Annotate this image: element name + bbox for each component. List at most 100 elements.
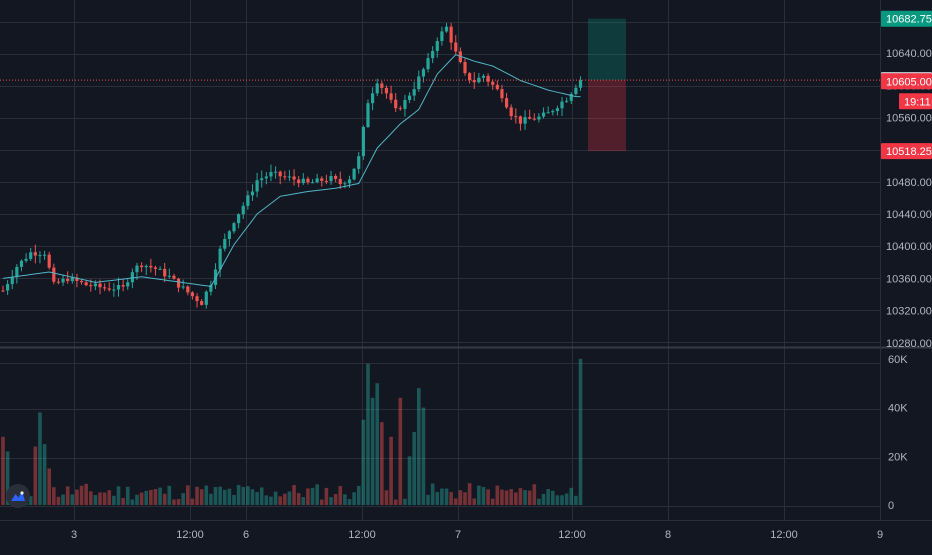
candle-body [227, 231, 231, 239]
candle-body [324, 180, 328, 182]
volume-bar [250, 489, 255, 505]
candle-body [463, 62, 467, 74]
time-tick-label: 3 [71, 529, 77, 541]
volume-bar [458, 490, 463, 505]
candle-body [292, 176, 296, 180]
candle-body [338, 178, 342, 184]
volume-bar [555, 495, 560, 505]
candle-body [283, 176, 287, 178]
volume-bar [84, 483, 88, 505]
volume-bar [541, 493, 546, 505]
candle-body [541, 112, 546, 117]
candle-body [537, 116, 541, 120]
candle-body [565, 100, 569, 102]
volume-axis[interactable]: 60K 40K 20K 0 [888, 354, 908, 512]
volume-bar [121, 498, 125, 505]
candle-body [186, 286, 190, 293]
tradingview-logo-icon[interactable] [6, 484, 30, 508]
volume-bar [107, 490, 112, 505]
time-tick-label: 8 [665, 529, 671, 541]
candle-body [1, 290, 5, 292]
price-axis[interactable]: 10640.0010600.0010560.0010480.0010440.00… [886, 48, 932, 350]
candle-body [444, 26, 449, 32]
candle-body [33, 252, 37, 256]
candle-body [481, 75, 486, 78]
countdown-tag [899, 93, 932, 110]
candle-body [347, 179, 352, 184]
candle-body [361, 126, 365, 157]
candle-body [528, 117, 532, 119]
candle-body [329, 176, 333, 182]
volume-bar [149, 489, 153, 505]
candle-body [301, 178, 305, 184]
volume-bar [139, 492, 144, 505]
candle-body [394, 99, 398, 109]
volume-bar [370, 397, 375, 505]
candle-body [98, 283, 102, 288]
volume-bar [241, 487, 246, 505]
candle-body [56, 281, 61, 283]
volume-bar [356, 485, 361, 505]
candle-body [320, 178, 324, 181]
volume-bar [564, 493, 569, 505]
price-label-tag [881, 73, 932, 90]
volume-bar [222, 489, 227, 505]
volume-bar [135, 494, 139, 505]
candle-body [19, 260, 24, 267]
volume-bar [283, 493, 287, 505]
time-axis[interactable]: 3 12:00 6 12:00 7 12:00 8 12:00 9 [71, 529, 883, 541]
price-tick-label: 10480.00 [886, 177, 932, 189]
candle-body [52, 267, 56, 282]
candle-body [375, 83, 379, 94]
candle-body [431, 50, 435, 59]
volume-bar [495, 485, 500, 505]
volume-bar [550, 490, 555, 505]
candle-body [421, 69, 426, 77]
candle-body [42, 254, 47, 256]
volume-bar [236, 485, 241, 505]
time-tick-label: 9 [877, 529, 883, 541]
candle-body [504, 98, 509, 108]
volume-bar [98, 492, 102, 505]
candle-body [163, 268, 167, 277]
volume-bar [537, 498, 541, 505]
moving-average-line [2, 54, 581, 288]
volume-bar [375, 383, 380, 505]
candle-body [407, 95, 412, 100]
price-tick-label: 10320.00 [886, 306, 932, 318]
candle-body [426, 58, 430, 70]
volume-bar [366, 363, 370, 505]
stop-loss-zone[interactable] [588, 80, 626, 152]
time-tick-label: 12:00 [176, 529, 204, 541]
volume-bar [213, 487, 218, 505]
time-tick-label: 12:00 [770, 529, 798, 541]
volume-bar [361, 419, 366, 505]
candle-body [241, 205, 245, 215]
candle-body [380, 83, 384, 88]
volume-bar [33, 446, 38, 505]
candle-body [47, 254, 51, 268]
volume-bar [306, 488, 310, 505]
position-tool[interactable] [588, 18, 626, 152]
volume-bar [403, 498, 407, 505]
volume-bar [435, 491, 440, 505]
candle-body [532, 118, 536, 120]
volume-bar [28, 496, 33, 505]
volume-bar [532, 484, 537, 505]
candle-body [315, 178, 319, 183]
price-tick-label: 10640.00 [886, 48, 932, 60]
volume-bar [204, 485, 209, 505]
candle-body [84, 282, 88, 286]
volume-bar [504, 490, 509, 505]
take-profit-zone[interactable] [588, 18, 626, 81]
volume-bar [453, 498, 458, 505]
volume-bar [75, 489, 79, 505]
candle-body [112, 289, 116, 291]
volume-bar [301, 497, 306, 505]
candle-body [334, 176, 338, 179]
volume-bar [5, 451, 10, 505]
volume-bar [176, 499, 181, 505]
volume-bar [352, 492, 356, 505]
candle-body [546, 112, 550, 114]
